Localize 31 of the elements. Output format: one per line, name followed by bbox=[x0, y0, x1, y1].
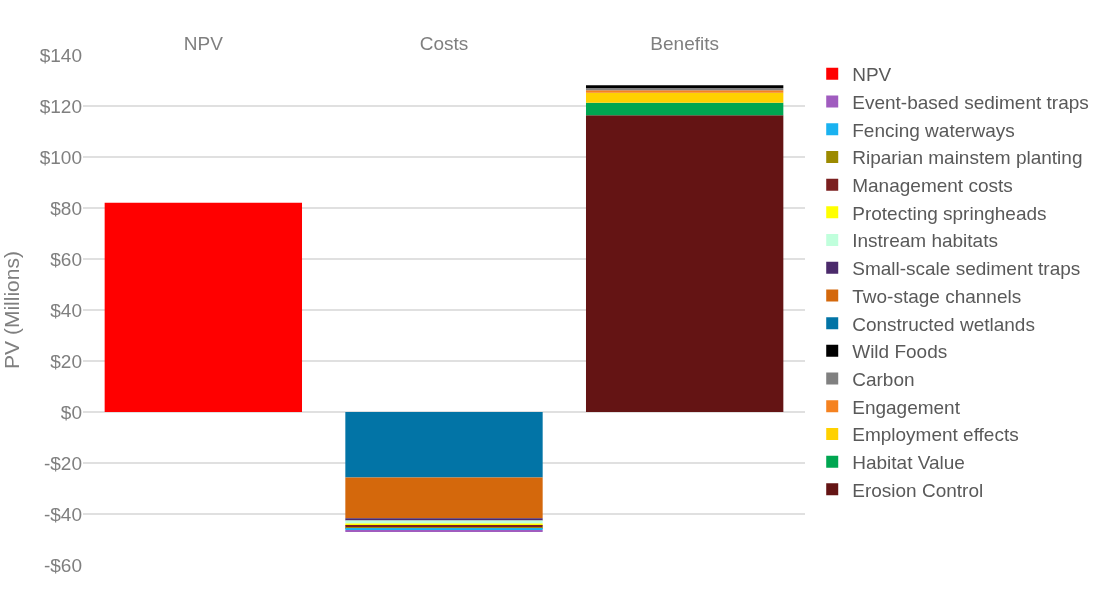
legend-label: Two-stage channels bbox=[852, 285, 1022, 307]
legend-label: NPV bbox=[852, 64, 892, 86]
legend-label: Riparian mainstem planting bbox=[852, 147, 1083, 169]
y-tick-label: -$40 bbox=[43, 503, 82, 525]
legend-label: Engagement bbox=[852, 396, 961, 418]
legend-label: Event-based sediment traps bbox=[852, 91, 1089, 113]
legend-label: Erosion Control bbox=[852, 479, 984, 501]
y-tick-label: $0 bbox=[60, 401, 82, 423]
legend-label: Constructed wetlands bbox=[852, 313, 1035, 335]
legend-label: Employment effects bbox=[852, 424, 1019, 446]
legend-label: Habitat Value bbox=[852, 452, 965, 474]
legend-label: Wild Foods bbox=[852, 341, 948, 363]
y-tick-label: $80 bbox=[50, 197, 82, 219]
legend-label: Protecting springheads bbox=[852, 202, 1047, 224]
y-tick-label: $140 bbox=[39, 44, 82, 66]
x-tick-label: Benefits bbox=[650, 33, 719, 55]
x-tick-label: NPV bbox=[183, 33, 224, 55]
y-tick-label: -$20 bbox=[43, 452, 82, 474]
y-tick-label: $40 bbox=[50, 299, 82, 321]
legend-label: Carbon bbox=[852, 368, 915, 390]
y-tick-label: -$60 bbox=[43, 554, 82, 576]
y-tick-label: $20 bbox=[50, 350, 82, 372]
x-tick-label: Costs bbox=[419, 33, 469, 55]
legend-label: Management costs bbox=[852, 175, 1013, 197]
y-axis-title: PV (Millions) bbox=[0, 251, 23, 369]
y-tick-label: $60 bbox=[50, 248, 82, 270]
legend-label: Small-scale sediment traps bbox=[852, 258, 1081, 280]
legend-label: Instream habitats bbox=[852, 230, 998, 252]
y-tick-label: $100 bbox=[39, 146, 82, 168]
y-tick-label: $120 bbox=[39, 95, 82, 117]
legend-label: Fencing waterways bbox=[852, 119, 1015, 141]
